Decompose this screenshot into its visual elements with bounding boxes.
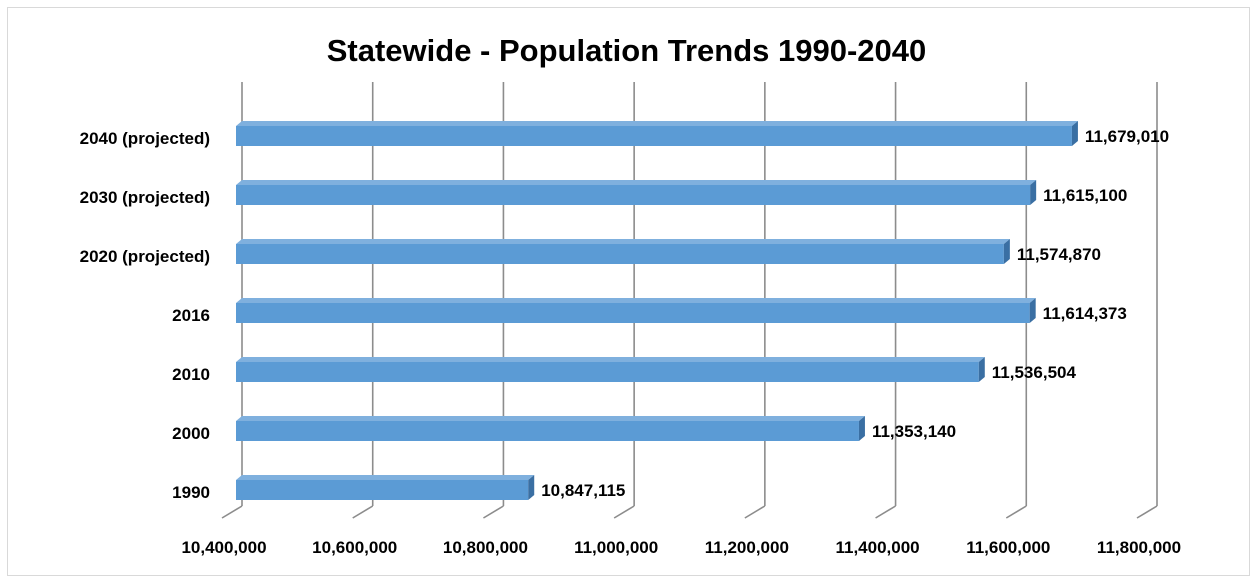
data-label: 11,353,140 bbox=[872, 422, 956, 441]
bar-top-face bbox=[236, 239, 1010, 244]
bar-end-face bbox=[1071, 121, 1078, 146]
category-label: 1990 bbox=[172, 483, 210, 502]
data-label: 10,847,115 bbox=[541, 481, 625, 500]
category-label: 2040 (projected) bbox=[80, 129, 210, 148]
gridline-floor bbox=[483, 505, 504, 519]
x-tick-label: 10,600,000 bbox=[312, 538, 397, 557]
category-label: 2000 bbox=[172, 424, 210, 443]
bar-end-face bbox=[1003, 239, 1010, 264]
gridline-floor bbox=[744, 505, 766, 519]
labels: 10,400,000 10,600,000 10,800,000 11,000,000… bbox=[80, 127, 1181, 557]
gridline-floor bbox=[613, 505, 635, 519]
bar bbox=[236, 185, 1031, 205]
bar bbox=[236, 480, 529, 500]
bar-end-face bbox=[978, 357, 985, 382]
x-tick-label: 10,800,000 bbox=[443, 538, 528, 557]
bar bbox=[236, 244, 1004, 264]
bar-top-face bbox=[236, 416, 865, 421]
bar bbox=[236, 126, 1072, 146]
bar-top-face bbox=[236, 475, 535, 480]
category-label: 2020 (projected) bbox=[80, 247, 210, 266]
category-label: 2030 (projected) bbox=[80, 188, 210, 207]
bar-end-face bbox=[858, 416, 865, 441]
chart-title: Statewide - Population Trends 1990-2040 bbox=[326, 33, 927, 68]
gridline-floor bbox=[1136, 505, 1158, 519]
data-label: 11,574,870 bbox=[1017, 245, 1101, 264]
data-label: 11,615,100 bbox=[1043, 186, 1127, 205]
data-label: 11,679,010 bbox=[1085, 127, 1169, 146]
gridline-floor bbox=[1005, 505, 1027, 519]
data-label: 11,614,373 bbox=[1043, 304, 1127, 323]
bar bbox=[236, 421, 859, 441]
x-tick-label: 11,800,000 bbox=[1097, 538, 1181, 557]
category-label: 2010 bbox=[172, 365, 210, 384]
bar-top-face bbox=[236, 180, 1037, 185]
gridline-floor bbox=[221, 505, 243, 519]
bar-end-face bbox=[1030, 180, 1037, 205]
bar-top-face bbox=[236, 121, 1078, 126]
bar-end-face bbox=[528, 475, 535, 500]
bar bbox=[236, 303, 1030, 323]
chart-frame bbox=[7, 7, 1250, 576]
bars bbox=[236, 121, 1078, 500]
gridline-floor bbox=[352, 505, 374, 519]
x-tick-label: 11,200,000 bbox=[705, 538, 789, 557]
bar-top-face bbox=[236, 357, 985, 362]
bar-top-face bbox=[236, 298, 1036, 303]
category-label: 2016 bbox=[172, 306, 210, 325]
x-tick-label: 10,400,000 bbox=[181, 538, 266, 557]
data-label: 11,536,504 bbox=[992, 363, 1077, 382]
x-tick-label: 11,600,000 bbox=[966, 538, 1050, 557]
bar-end-face bbox=[1029, 298, 1036, 323]
gridline-floor bbox=[875, 505, 896, 519]
bar bbox=[236, 362, 979, 382]
x-tick-label: 11,000,000 bbox=[574, 538, 658, 557]
x-tick-label: 11,400,000 bbox=[835, 538, 919, 557]
